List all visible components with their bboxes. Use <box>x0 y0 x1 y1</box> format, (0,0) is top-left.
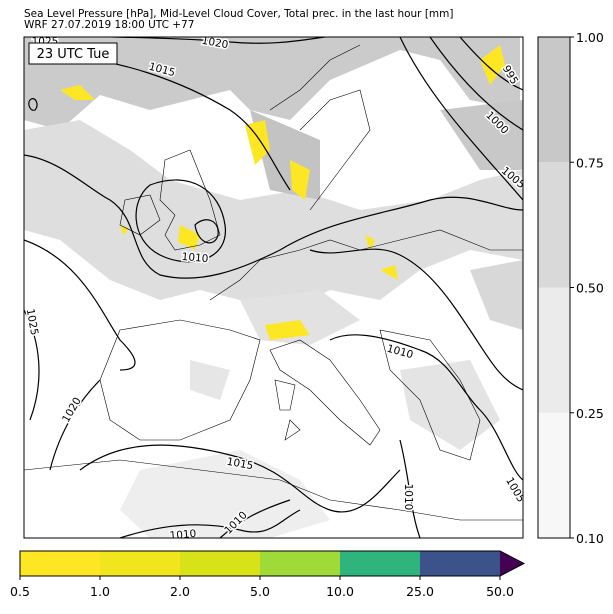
colorbar-frame <box>19 550 526 577</box>
colorbar-tick-label: 0.10 <box>576 531 604 546</box>
colorbar-tick-label: 2.0 <box>170 584 190 599</box>
cloud-colorbar: 0.10 0.25 0.50 0.75 1.00 <box>537 30 604 546</box>
colorbar-tick-label: 1.00 <box>576 30 604 45</box>
colorbar-tick-label: 0.25 <box>576 406 604 421</box>
time-label: 23 UTC Tue <box>37 47 110 62</box>
isobar-label: 1025 <box>24 308 40 336</box>
colorbar-segment <box>20 551 100 576</box>
colorbar-segment <box>420 551 500 576</box>
colorbar-tick-label: 25.0 <box>406 584 434 599</box>
coastlines <box>24 44 523 521</box>
colorbar-tick-label: 50.0 <box>486 584 514 599</box>
colorbar-segment <box>340 551 420 576</box>
isobar-label: 1010 <box>181 251 209 265</box>
colorbar-tick-label: 0.75 <box>576 155 604 170</box>
colorbar-segment <box>538 412 570 538</box>
colorbar-tick-label: 10.0 <box>326 584 354 599</box>
map-subtitle: WRF 27.07.2019 18:00 UTC +77 <box>24 19 194 31</box>
isobar-label: 1010 <box>402 484 414 511</box>
colorbar-segment <box>180 551 260 576</box>
colorbar-tick-label: 0.5 <box>10 584 30 599</box>
colorbar-segment <box>100 551 180 576</box>
precip-colorbar: 0.5 1.0 2.0 5.0 10.0 25.0 50.0 <box>10 550 526 599</box>
map-title: Sea Level Pressure [hPa], Mid-Level Clou… <box>24 8 454 20</box>
colorbar-tick-label: 5.0 <box>250 584 270 599</box>
colorbar-segment <box>538 162 570 288</box>
precipitation <box>60 45 505 340</box>
map-frame <box>23 36 524 539</box>
isobar-label: 1010 <box>169 528 197 542</box>
colorbar-segment <box>538 287 570 413</box>
colorbar-tick-label: 1.0 <box>90 584 110 599</box>
colorbar-segment <box>260 551 340 576</box>
time-label-box <box>28 42 118 65</box>
colorbar-extend <box>500 551 524 576</box>
colorbar-tick-label: 0.50 <box>576 281 604 296</box>
colorbar-segment <box>538 37 570 163</box>
